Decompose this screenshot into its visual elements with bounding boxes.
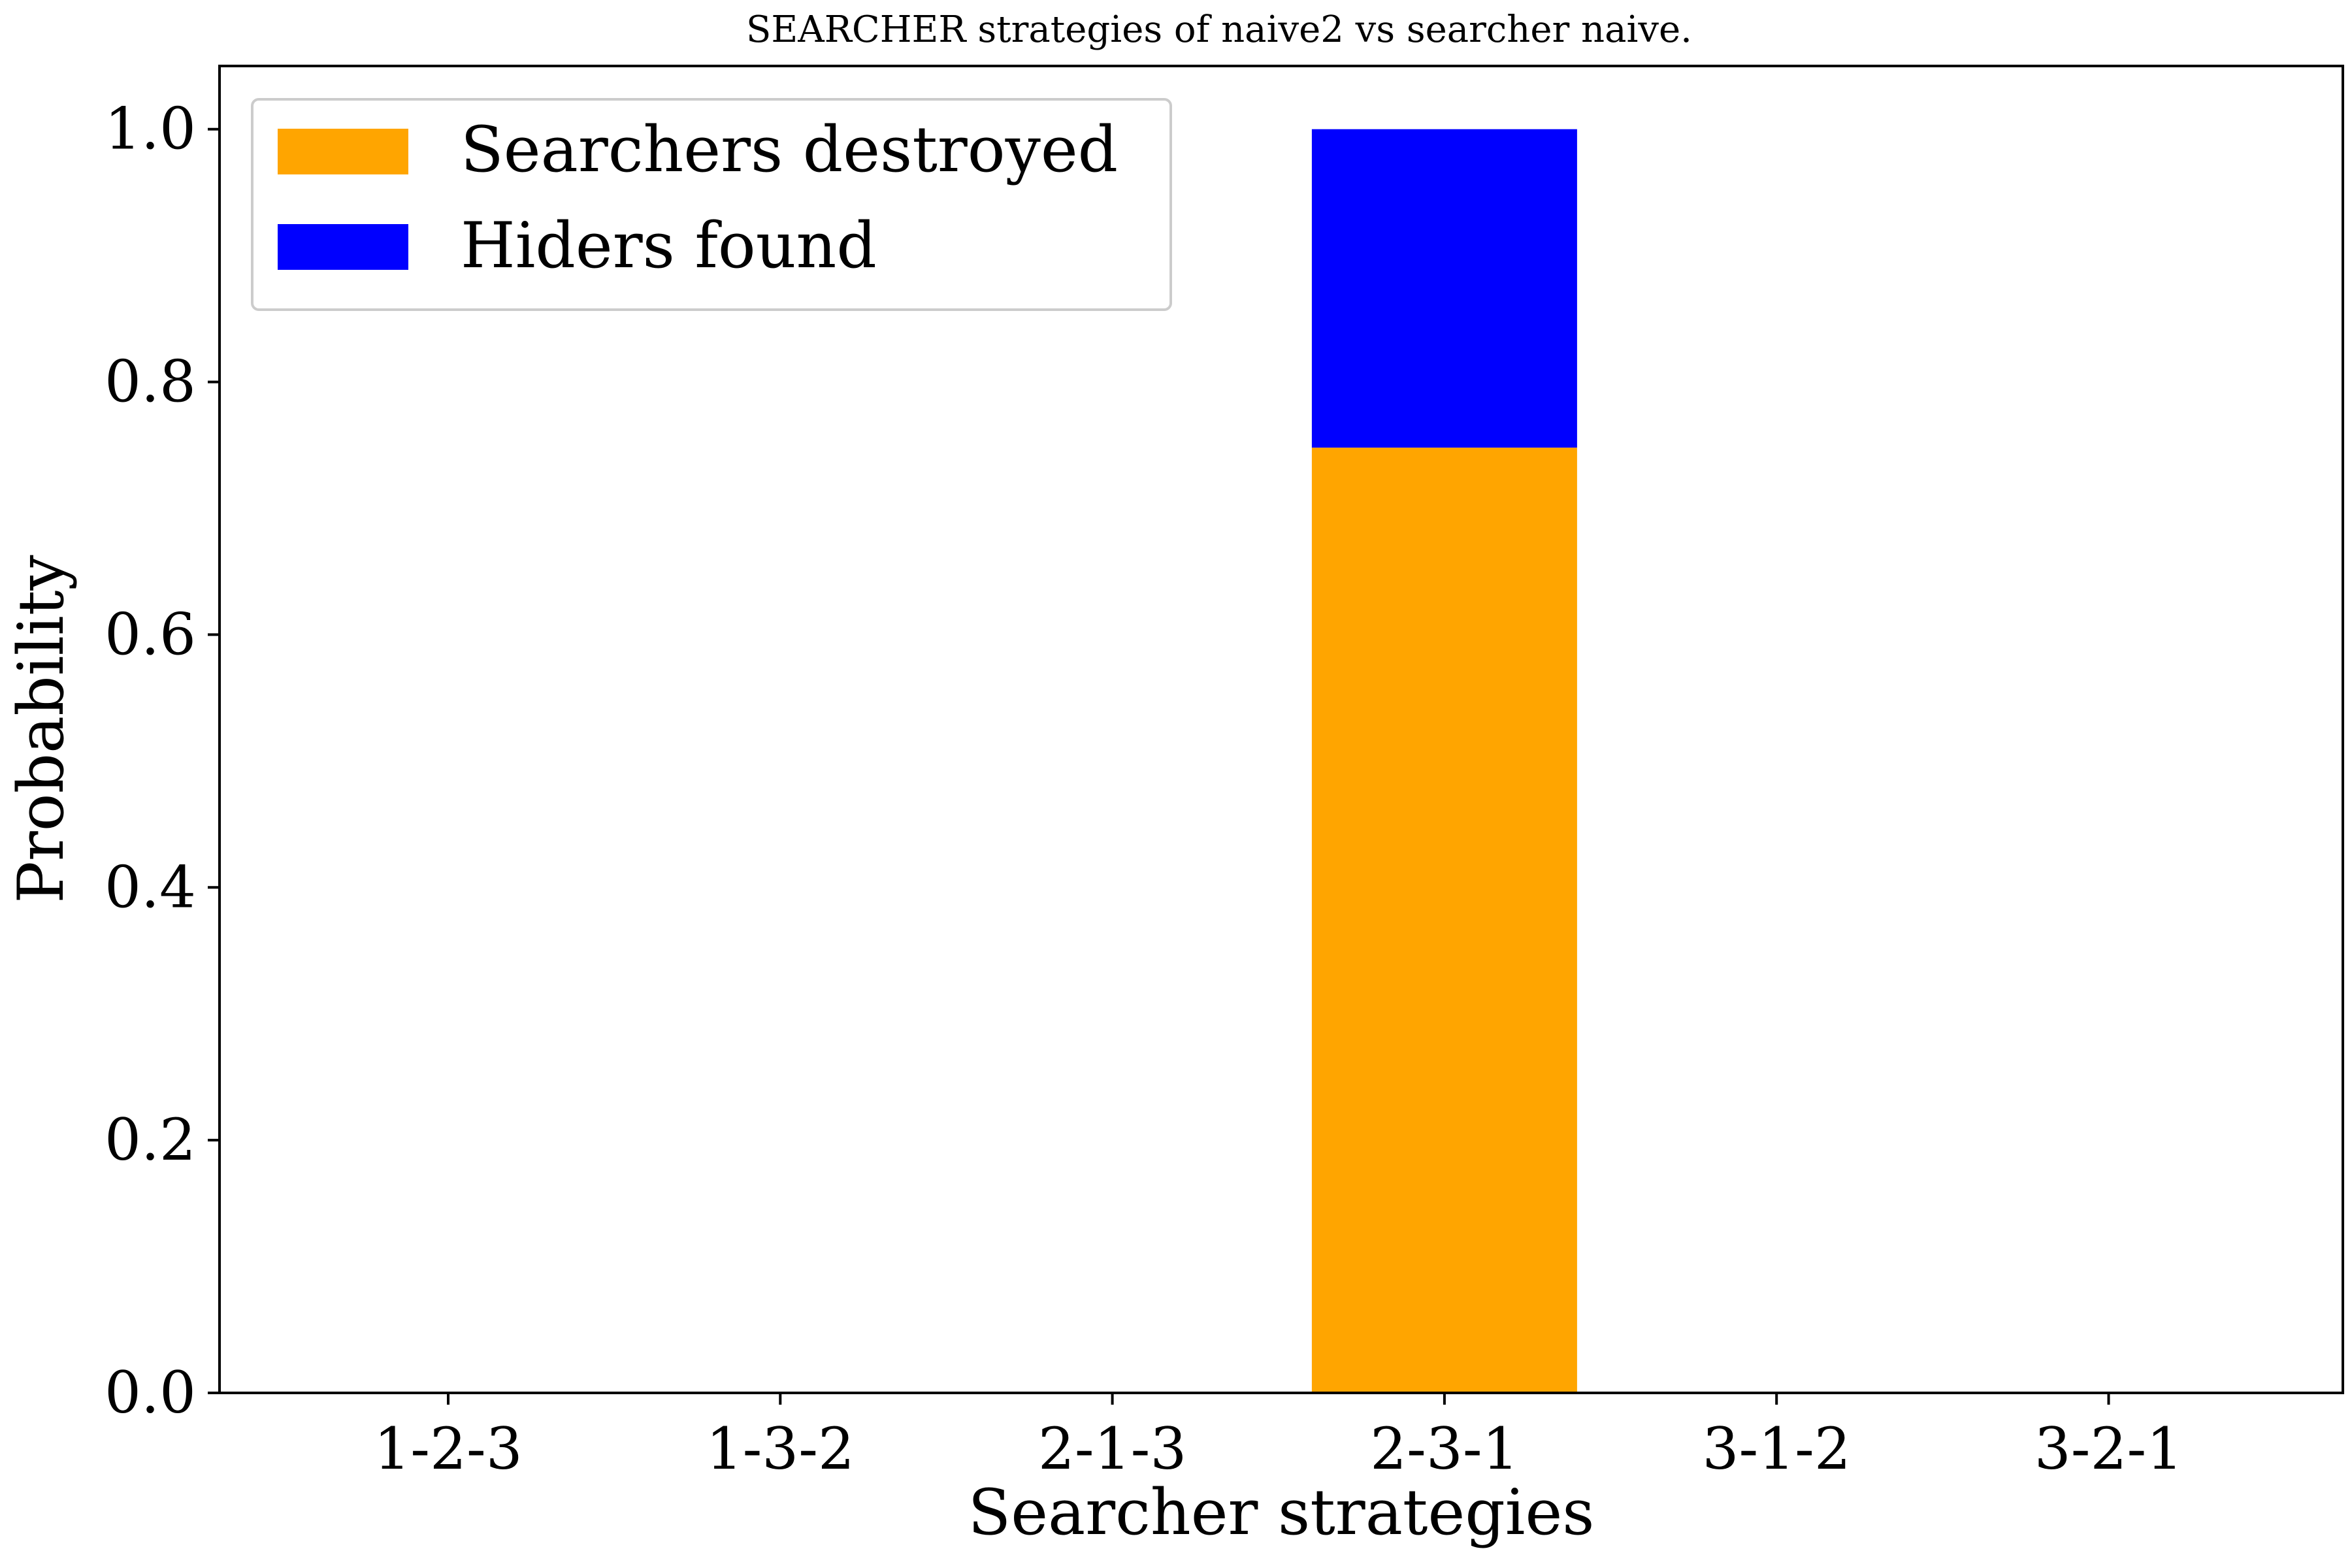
y-tick-label: 0.6 <box>105 600 196 668</box>
y-axis: 0.0 0.2 0.4 0.6 0.8 1.0 <box>105 95 220 1426</box>
x-tick-label: 2-3-1 <box>1370 1415 1518 1482</box>
chart-title: SEARCHER strategies of naive2 vs searche… <box>746 8 1692 51</box>
legend: Searchers destroyed Hiders found <box>251 98 1172 311</box>
y-tick-label: 0.0 <box>105 1359 196 1426</box>
x-tick-label: 1-3-2 <box>706 1415 855 1482</box>
y-axis-label: Probability <box>5 555 78 903</box>
y-tick-label: 0.2 <box>105 1106 196 1173</box>
legend-swatch-searchers-destroyed <box>278 129 408 174</box>
bar-hiders-found-2-3-1 <box>1311 129 1577 448</box>
bars <box>1311 129 1577 1393</box>
legend-box <box>251 98 1172 311</box>
legend-swatch-hiders-found <box>278 224 408 270</box>
x-tick-label: 2-1-3 <box>1038 1415 1186 1482</box>
x-tick-label: 1-2-3 <box>374 1415 522 1482</box>
bar-searchers-destroyed-2-3-1 <box>1311 448 1577 1393</box>
x-tick-label: 3-2-1 <box>2034 1415 2183 1482</box>
legend-label-hiders-found: Hiders found <box>461 209 877 282</box>
y-tick-label: 1.0 <box>105 95 196 163</box>
x-axis: 1-2-3 1-3-2 2-1-3 2-3-1 3-1-2 3-2-1 <box>374 1393 2183 1482</box>
y-tick-label: 0.4 <box>105 853 196 921</box>
x-tick-label: 3-1-2 <box>1702 1415 1850 1482</box>
legend-label-searchers-destroyed: Searchers destroyed <box>461 113 1118 186</box>
x-axis-label: Searcher strategies <box>968 1476 1594 1549</box>
y-tick-label: 0.8 <box>105 348 196 416</box>
plot-frame <box>218 65 2344 1394</box>
